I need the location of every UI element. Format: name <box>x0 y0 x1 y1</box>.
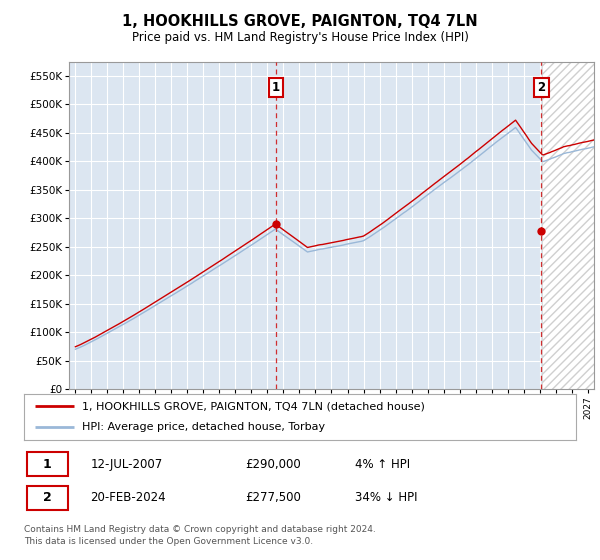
Text: £290,000: £290,000 <box>245 458 301 471</box>
Text: 1: 1 <box>43 458 52 471</box>
Text: 20-FEB-2024: 20-FEB-2024 <box>90 492 166 505</box>
Bar <box>542 48 594 389</box>
Text: HPI: Average price, detached house, Torbay: HPI: Average price, detached house, Torb… <box>82 422 325 432</box>
Text: Contains HM Land Registry data © Crown copyright and database right 2024.
This d: Contains HM Land Registry data © Crown c… <box>24 525 376 546</box>
FancyBboxPatch shape <box>27 486 68 510</box>
FancyBboxPatch shape <box>27 452 68 477</box>
Text: 12-JUL-2007: 12-JUL-2007 <box>90 458 163 471</box>
Text: 1, HOOKHILLS GROVE, PAIGNTON, TQ4 7LN (detached house): 1, HOOKHILLS GROVE, PAIGNTON, TQ4 7LN (d… <box>82 401 425 411</box>
Text: 2: 2 <box>43 492 52 505</box>
Text: 1, HOOKHILLS GROVE, PAIGNTON, TQ4 7LN: 1, HOOKHILLS GROVE, PAIGNTON, TQ4 7LN <box>122 14 478 29</box>
Text: £277,500: £277,500 <box>245 492 301 505</box>
Text: 1: 1 <box>272 81 280 94</box>
Text: 34% ↓ HPI: 34% ↓ HPI <box>355 492 418 505</box>
Bar <box>542 48 594 389</box>
Text: Price paid vs. HM Land Registry's House Price Index (HPI): Price paid vs. HM Land Registry's House … <box>131 31 469 44</box>
Text: 2: 2 <box>538 81 545 94</box>
Text: 4% ↑ HPI: 4% ↑ HPI <box>355 458 410 471</box>
